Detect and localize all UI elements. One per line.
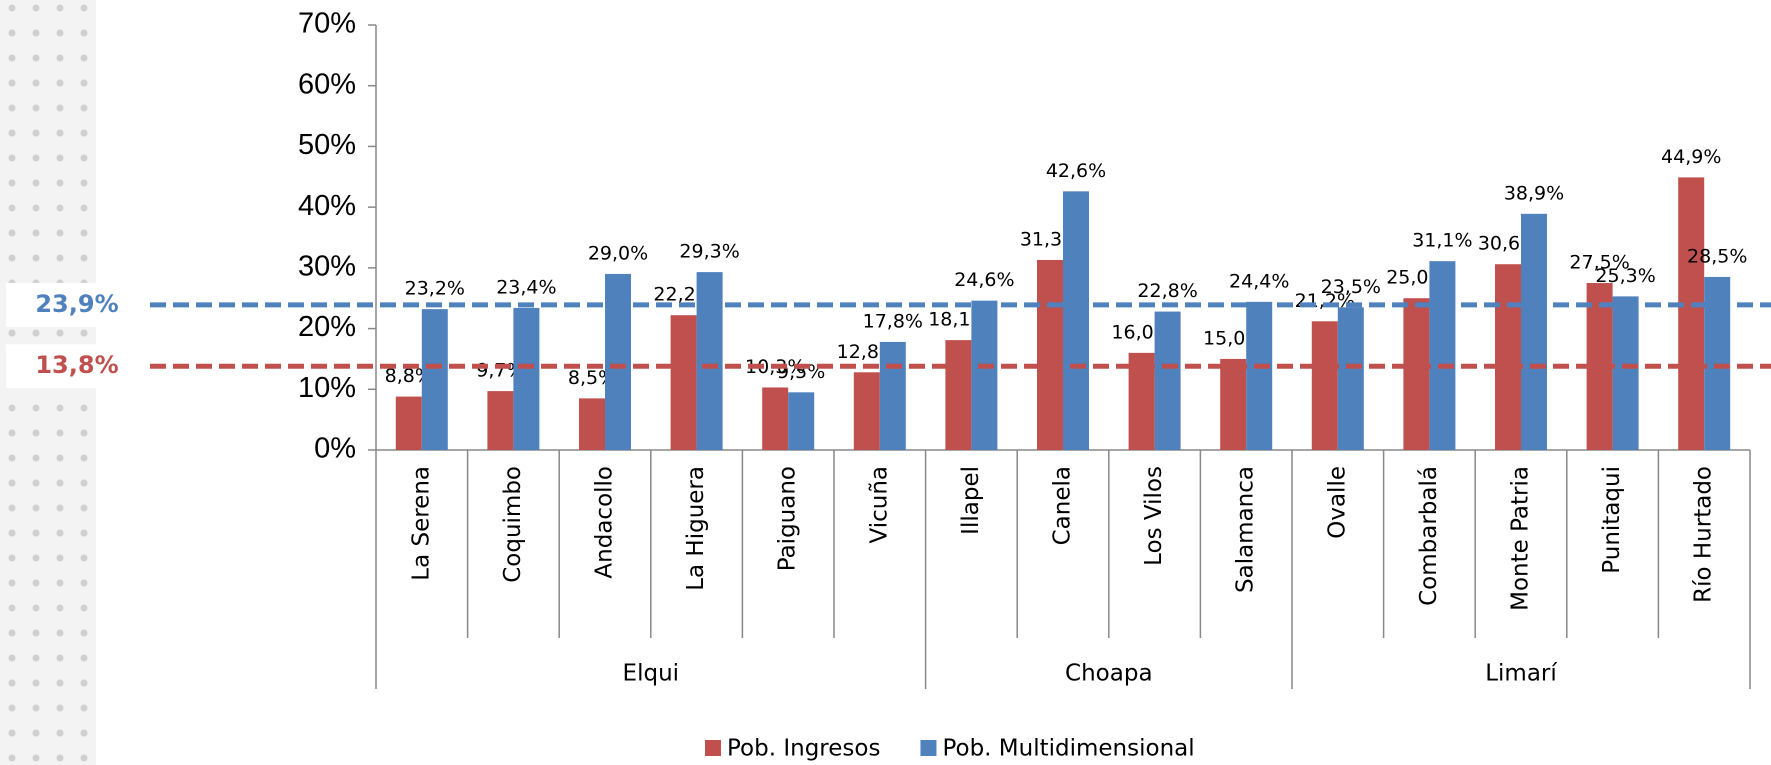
x-tick-label: Monte Patria	[1508, 466, 1534, 611]
group-label: Choapa	[1065, 661, 1153, 687]
x-tick-label: Río Hurtado	[1691, 466, 1717, 603]
data-label: 29,3%	[679, 241, 739, 263]
legend-label: Pob. Multidimensional	[942, 736, 1194, 762]
bar	[1220, 358, 1247, 450]
reference-label: 23,9%	[35, 290, 118, 318]
data-label: 8,5%	[568, 367, 616, 389]
bar	[487, 391, 514, 450]
bar	[1495, 264, 1521, 450]
bar	[788, 392, 815, 450]
y-tick-label: 40%	[298, 190, 356, 222]
data-label: 17,8%	[863, 310, 923, 332]
legend-swatch	[705, 740, 721, 756]
x-tick-label: Canela	[1050, 466, 1076, 545]
data-label: 42,6%	[1046, 160, 1106, 182]
x-tick-label: Ovalle	[1324, 466, 1350, 539]
bar	[696, 272, 723, 450]
x-tick-label: Combarbalá	[1416, 466, 1442, 606]
group-label: Limarí	[1485, 661, 1557, 687]
data-label: 8,8%	[385, 365, 433, 387]
data-label: 28,5%	[1687, 245, 1747, 267]
bar	[605, 273, 631, 450]
y-tick-label: 60%	[298, 68, 356, 100]
x-tick-label: Illapel	[958, 466, 984, 535]
data-label: 29,0%	[588, 242, 648, 264]
x-tick-label: La Higuera	[683, 466, 709, 591]
reference-label-box	[6, 344, 148, 389]
data-label: 44,9%	[1661, 146, 1721, 168]
y-tick-label: 20%	[298, 311, 356, 343]
y-tick-label: 50%	[298, 129, 356, 161]
bar	[1612, 296, 1639, 450]
y-tick-label: 10%	[298, 372, 356, 404]
data-label: 24,4%	[1229, 270, 1289, 292]
bar	[1128, 352, 1155, 450]
y-tick-label: 0%	[314, 433, 356, 465]
bar	[1678, 177, 1705, 450]
x-tick-label: Punitaqui	[1599, 466, 1625, 574]
reference-label-box	[6, 282, 148, 327]
x-tick-label: Coquimbo	[500, 466, 526, 583]
x-tick-label: La Serena	[408, 466, 434, 581]
legend-label: Pob. Ingresos	[727, 736, 880, 762]
bar	[945, 340, 972, 450]
data-label: 25,3%	[1595, 265, 1655, 287]
bar	[1063, 191, 1089, 450]
bar	[1154, 311, 1181, 450]
bar	[395, 396, 422, 450]
reference-label: 13,8%	[35, 351, 118, 379]
bar	[670, 315, 697, 450]
x-tick-label: Andacollo	[592, 466, 618, 579]
x-tick-label: Vicuña	[866, 466, 892, 544]
data-label: 38,9%	[1504, 182, 1564, 204]
bar	[579, 398, 605, 450]
bar	[1311, 321, 1338, 450]
data-label: 9,7%	[476, 360, 524, 382]
bar	[1521, 213, 1547, 450]
bar	[762, 387, 789, 450]
bar	[1037, 259, 1063, 450]
data-label: 27,5%	[1569, 252, 1629, 274]
bar	[853, 372, 880, 450]
y-tick-label: 30%	[298, 251, 356, 283]
data-label: 23,5%	[1321, 276, 1381, 298]
data-label: 9,5%	[777, 361, 825, 383]
data-label: 24,6%	[954, 269, 1014, 291]
bar	[1246, 301, 1273, 450]
x-tick-label: Paiguano	[775, 466, 801, 571]
x-tick-label: Salamanca	[1233, 466, 1259, 593]
bar	[421, 309, 448, 450]
bar	[879, 341, 906, 450]
group-label: Elqui	[623, 661, 680, 687]
bar	[971, 300, 998, 450]
bar	[1429, 261, 1456, 450]
data-label: 23,2%	[405, 278, 465, 300]
y-tick-label: 70%	[298, 8, 356, 40]
x-tick-label: Los Vilos	[1141, 466, 1167, 566]
bar	[513, 307, 540, 450]
legend-swatch	[920, 740, 937, 756]
bar	[1337, 307, 1364, 450]
data-label: 31,1%	[1412, 230, 1472, 252]
bar	[1403, 298, 1430, 450]
data-label: 23,4%	[496, 276, 556, 298]
data-label: 22,8%	[1137, 280, 1197, 302]
